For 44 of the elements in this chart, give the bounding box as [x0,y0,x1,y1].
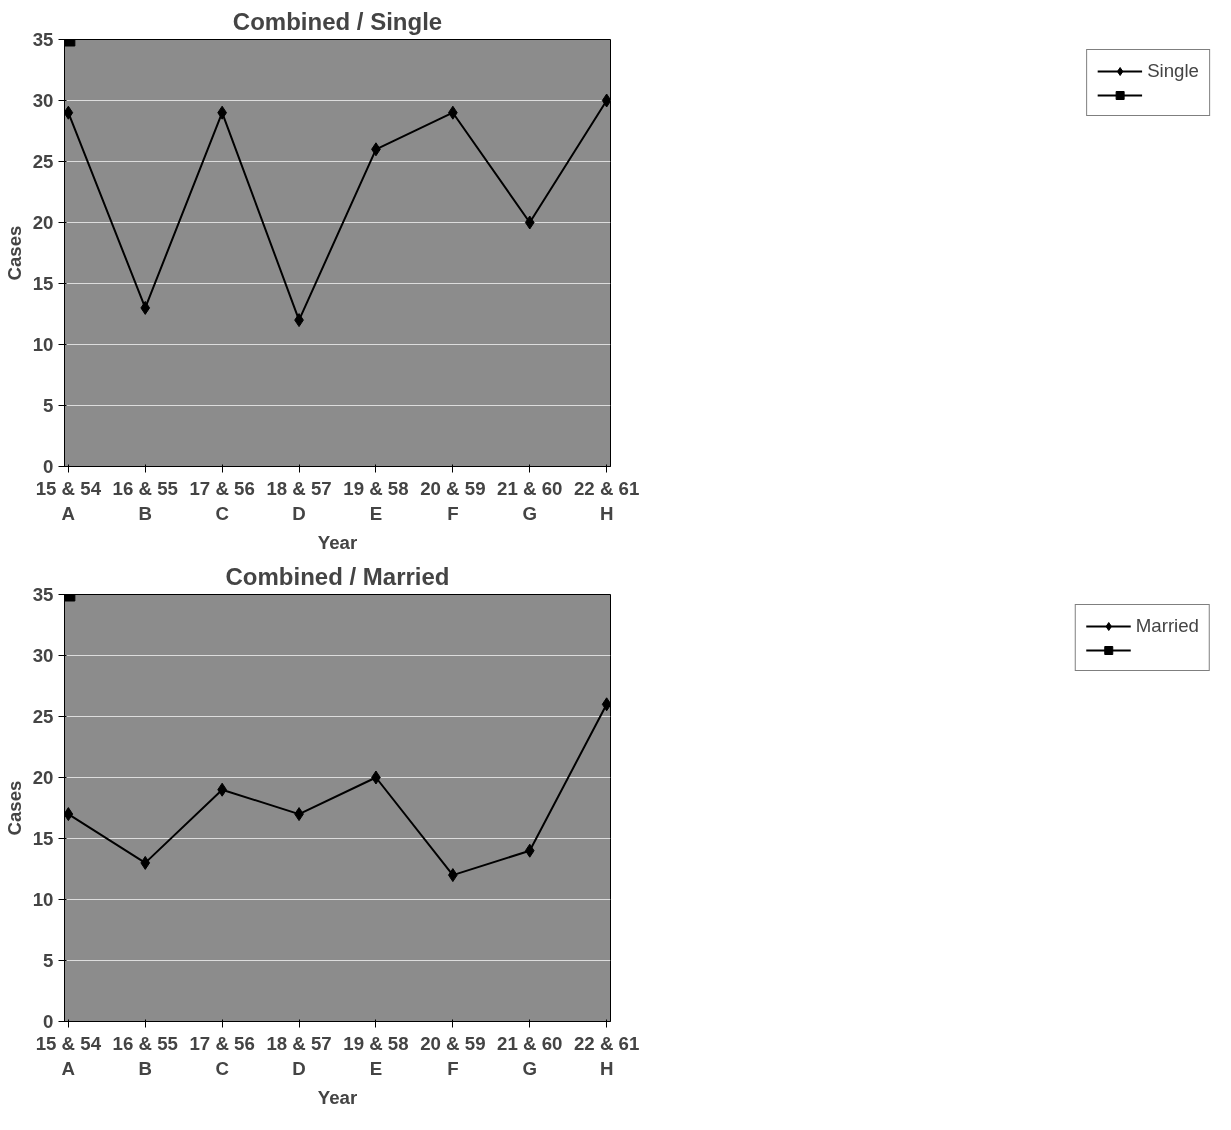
x-tick-label: 20 & 59 F [420,477,486,524]
chart-title: Combined / Single [232,7,443,35]
chart-title: Combined / Married [225,562,450,590]
y-tick-label: 30 [32,645,54,666]
point [524,843,535,858]
x-tick-label: 22 & 61 H [573,477,640,524]
x-tick-label: 18 & 57 D [266,1032,332,1079]
y-tick-label: 15 [32,828,54,849]
y-tick-label: 25 [32,151,54,172]
y-axis-title: Cases [3,225,25,281]
x-tick-label: 19 & 58 E [343,1032,409,1079]
legend-label: Single [1147,60,1199,82]
y-tick-label: 35 [32,584,54,605]
x-tick-label: 17 & 56 C [189,1032,255,1079]
y-tick-label: 0 [43,456,54,477]
y-tick-label: 30 [32,90,54,111]
y-tick-label: 15 [32,273,54,294]
point [140,855,151,870]
y-tick-label: 10 [32,334,54,355]
x-tick-label: 15 & 54 A [35,1032,102,1079]
x-tick-label: 22 & 61 H [573,1032,640,1079]
y-tick-label: 25 [32,706,54,727]
legend-label: Married [1135,615,1199,637]
y-tick-label: 20 [32,767,54,788]
x-tick-label: 20 & 59 F [420,1032,486,1079]
x-axis-title: Year [317,1086,358,1108]
y-tick-label: 20 [32,212,54,233]
x-tick-label: 18 & 57 D [266,477,332,524]
y-tick-label: 5 [43,950,54,971]
point [140,300,151,315]
y-tick-label: 0 [43,1011,54,1032]
point [524,215,535,230]
y-tick-label: 35 [32,29,54,50]
y-tick-label: 10 [32,889,54,910]
x-axis-title: Year [317,531,358,553]
x-tick-label: 16 & 55 B [112,1032,178,1079]
y-tick-label: 5 [43,395,54,416]
x-tick-label: 21 & 60 G [497,1032,563,1079]
x-tick-label: 21 & 60 G [497,477,563,524]
x-tick-label: 17 & 56 C [189,477,255,524]
y-axis-title: Cases [3,780,25,836]
x-tick-label: 19 & 58 E [343,477,409,524]
x-tick-label: 15 & 54 A [35,477,102,524]
x-tick-label: 16 & 55 B [112,477,178,524]
